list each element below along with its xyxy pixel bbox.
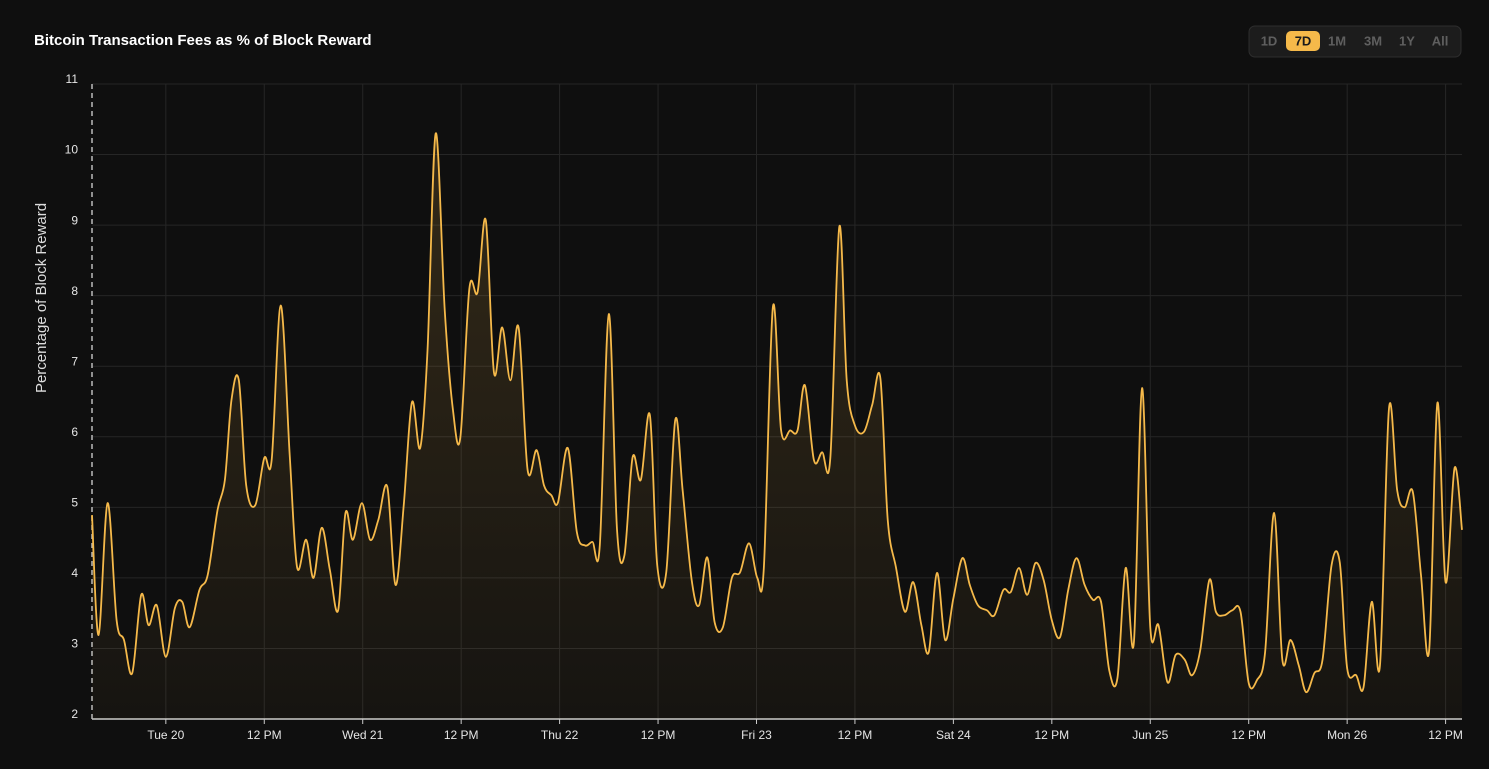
x-tick-label: Thu 22 (541, 728, 579, 742)
y-tick-label: 3 (71, 637, 78, 651)
x-tick-label: 12 PM (1034, 728, 1069, 742)
y-tick-label: 8 (71, 284, 78, 298)
range-button[interactable]: All (1432, 33, 1449, 48)
range-button[interactable]: 1M (1328, 33, 1346, 48)
x-tick-label: 12 PM (1231, 728, 1266, 742)
y-tick-label: 5 (71, 496, 78, 510)
y-axis-label: Percentage of Block Reward (33, 203, 50, 393)
chart-title: Bitcoin Transaction Fees as % of Block R… (34, 32, 372, 49)
range-button-label: All (1432, 33, 1449, 48)
range-button[interactable]: 1Y (1399, 33, 1415, 48)
x-tick-label: 12 PM (444, 728, 479, 742)
y-tick-label: 11 (66, 72, 79, 86)
range-selector (1248, 25, 1462, 58)
range-button-bg (1286, 31, 1320, 51)
y-tick-label: 9 (71, 213, 78, 227)
x-tick-label: Tue 20 (147, 728, 184, 742)
x-tick-label: Mon 26 (1327, 728, 1367, 742)
range-button[interactable]: 1D (1261, 33, 1278, 48)
y-tick-label: 10 (65, 143, 79, 157)
y-tick-label: 6 (71, 425, 78, 439)
range-button[interactable]: 3M (1364, 33, 1382, 48)
line (91, 132, 1463, 694)
y-tick-label: 7 (71, 354, 78, 368)
range-button-label: 3M (1364, 33, 1382, 48)
x-tick-label: 12 PM (838, 728, 873, 742)
range-button-label: 1Y (1399, 33, 1415, 48)
x-tick-label: 12 PM (247, 728, 282, 742)
range-button-label: 1D (1261, 33, 1278, 48)
range-button-label: 1M (1328, 33, 1346, 48)
area-fill (92, 133, 1462, 719)
range-button-label: 7D (1295, 33, 1312, 48)
x-tick-label: Sat 24 (936, 728, 971, 742)
y-tick-label: 4 (71, 566, 78, 580)
x-tick-label: 12 PM (641, 728, 676, 742)
x-tick-label: Fri 23 (741, 728, 772, 742)
range-button[interactable]: 7D (1286, 31, 1320, 51)
x-tick-label: 12 PM (1428, 728, 1463, 742)
y-tick-label: 2 (71, 707, 78, 721)
x-tick-label: Jun 25 (1132, 728, 1168, 742)
x-tick-label: Wed 21 (342, 728, 383, 742)
